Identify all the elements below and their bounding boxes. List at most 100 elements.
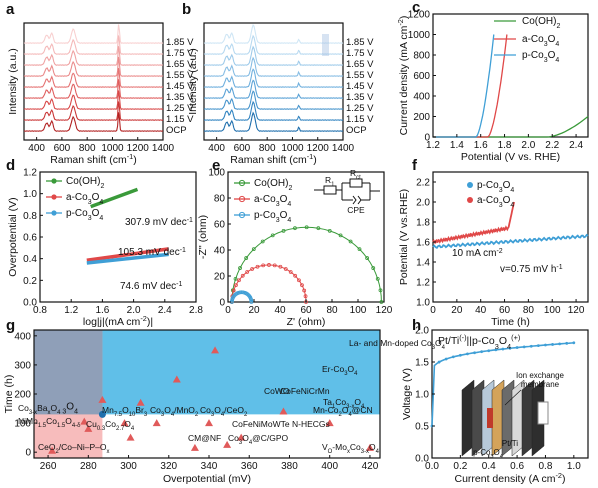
panel-f-rate: v=0.75 mV h-1	[500, 264, 563, 276]
panel-e-point	[297, 278, 301, 283]
panel-e-ytick-label: 20	[214, 272, 226, 283]
panel-h-point	[508, 346, 512, 350]
panel-b-voltage-label: OCP	[346, 125, 367, 136]
panel-g-ytick-label: 300	[14, 360, 31, 371]
panel-h-point	[487, 349, 491, 353]
panel-d-tafel-line	[86, 252, 169, 265]
panel-g-reference-label: Mn7.5O10Br3	[102, 405, 148, 418]
panel-e-point	[260, 239, 265, 244]
circuit-cpe	[352, 195, 362, 205]
panel-h-point	[444, 357, 448, 361]
panel-g-reference-label: Co3O4/CeO2	[200, 405, 247, 418]
panel-e-point	[283, 267, 288, 271]
panel-g-reference-label: Co3-xBaxO4	[18, 403, 61, 416]
panel-f-xtick-label: 80	[523, 305, 535, 316]
panel-g-ytick-label: 200	[14, 390, 31, 401]
panel-g-reference-point	[211, 346, 220, 354]
panel-e-ytick-label: 100	[208, 168, 225, 179]
panel-e-arc	[231, 264, 307, 303]
panel-d-xtick-label: 1.2	[64, 305, 78, 316]
panel-h-xtick-label: 1.0	[567, 461, 581, 472]
panel-f-xlabel: Time (h)	[491, 316, 530, 328]
panel-label-e: e	[212, 157, 220, 174]
panel-e-point	[270, 233, 275, 238]
panel-h-point	[544, 343, 547, 347]
panel-h-point	[572, 341, 576, 345]
panel-a-spectrum	[23, 90, 164, 111]
panel-f-legend-label: a-Co3O4	[477, 195, 514, 209]
panel-c-ytick-label: 400	[413, 92, 430, 103]
panel-g-reference-point	[223, 440, 232, 448]
panel-b-voltage-label: 1.75 V	[346, 48, 374, 59]
panel-c-xtick-label: 2.0	[521, 140, 535, 151]
panel-g-this-work-point	[98, 410, 106, 418]
panel-h-ytick-label: 0.5	[415, 422, 429, 433]
panel-a-voltage-label: 1.65 V	[166, 59, 194, 70]
panel-h-xtick-label: 0.6	[510, 461, 524, 472]
panel-d-ytick-label: 1.2	[23, 168, 37, 179]
panel-e-xlabel: Z' (ohm)	[287, 316, 326, 328]
panel-g-reference-point	[279, 407, 288, 415]
panel-e-legend-label: Co(OH)2	[254, 178, 292, 192]
panel-h-point	[501, 347, 505, 351]
panel-f-ytick-label: 2.2	[416, 178, 430, 189]
panel-d-legend-label: a-Co3O4	[66, 192, 103, 206]
circuit-rct-label: Rct	[350, 168, 361, 181]
panel-a-xtick-label: 1200	[127, 143, 150, 154]
panel-f-xtick-label: 100	[544, 305, 561, 316]
panel-b-spectrum	[203, 34, 344, 55]
panel-e-point	[365, 256, 370, 260]
panel-e-circuit: R1 Rct CPE	[314, 168, 380, 215]
panel-h-point	[473, 351, 476, 355]
panel-g-reference-point	[365, 443, 374, 451]
panel-a-voltage-label: 1.75 V	[166, 48, 194, 59]
panel-g-ylabel: Time (h)	[3, 375, 15, 414]
panel-d-slope-label: 74.6 mV dec-1	[120, 281, 182, 293]
panel-a-voltage-label: 1.45 V	[166, 81, 194, 92]
panel-e-point	[357, 247, 362, 252]
panel-e-frame	[227, 171, 385, 303]
panel-a-spectrum	[23, 112, 164, 132]
panel-b-xtick-label: 1000	[281, 143, 304, 154]
panel-g-reference-point	[98, 395, 107, 403]
panel-a-frame	[23, 22, 164, 141]
panel-h-title: Pt/Ti(-)||p-Co3O4(+)	[438, 333, 520, 351]
cell-membrane-label: Ion exchange	[516, 371, 565, 380]
panel-b-spectrum	[203, 68, 344, 88]
panel-g-reference-point	[126, 433, 135, 441]
panel-e-legend-marker	[238, 211, 246, 219]
panel-b-ylabel: Intensity (a.u.)	[187, 48, 199, 115]
panel-c-ylabel: Current density (mA cm-2)	[396, 16, 411, 136]
panel-g-reference-point	[48, 446, 57, 454]
panel-e-legend-marker	[238, 179, 246, 187]
panel-c-ytick-label: 600	[413, 71, 430, 82]
panel-b-frame	[203, 22, 344, 141]
panel-g-reference-label: CeO2/Co–Ni–P–Ox	[38, 442, 110, 455]
panel-d-ytick-label: 0.6	[23, 233, 37, 244]
panel-c-legend-label: a-Co3O4	[522, 34, 559, 48]
panel-a-spectrum	[23, 46, 164, 66]
panel-d-legend-marker	[51, 178, 57, 184]
panel-b-voltage-label: 1.55 V	[346, 70, 374, 81]
panel-a-spectrum	[23, 101, 164, 121]
panel-g-xtick-label: 380	[281, 461, 298, 472]
panel-b-xtick-label: 800	[259, 143, 276, 154]
panel-d-xlabel: log|j|(mA cm-2)|	[83, 314, 153, 329]
panel-e-xtick-label: 20	[248, 305, 260, 316]
panel-d-legend-marker	[51, 210, 57, 216]
panel-a-voltage-label: 1.85 V	[166, 37, 194, 48]
panel-d-ytick-label: 0.8	[23, 211, 37, 222]
panel-a-spectrum	[23, 24, 164, 44]
panel-g-reference-point	[136, 398, 145, 406]
panel-a-voltage-label: 1.25 V	[166, 103, 194, 114]
panel-h-point	[551, 343, 554, 346]
panel-e-point	[293, 273, 298, 278]
panel-g-xlabel: Overpotential (mV)	[163, 473, 251, 485]
panel-label-c: c	[412, 0, 420, 16]
panel-g-reference-label: Mn-Co2O4@CN	[313, 405, 373, 418]
panel-g-reference-point	[80, 417, 89, 425]
panel-b-spectrum	[203, 100, 344, 121]
panel-e-xtick-label: 120	[376, 305, 393, 316]
panel-b-voltage-label: 1.35 V	[346, 92, 374, 103]
